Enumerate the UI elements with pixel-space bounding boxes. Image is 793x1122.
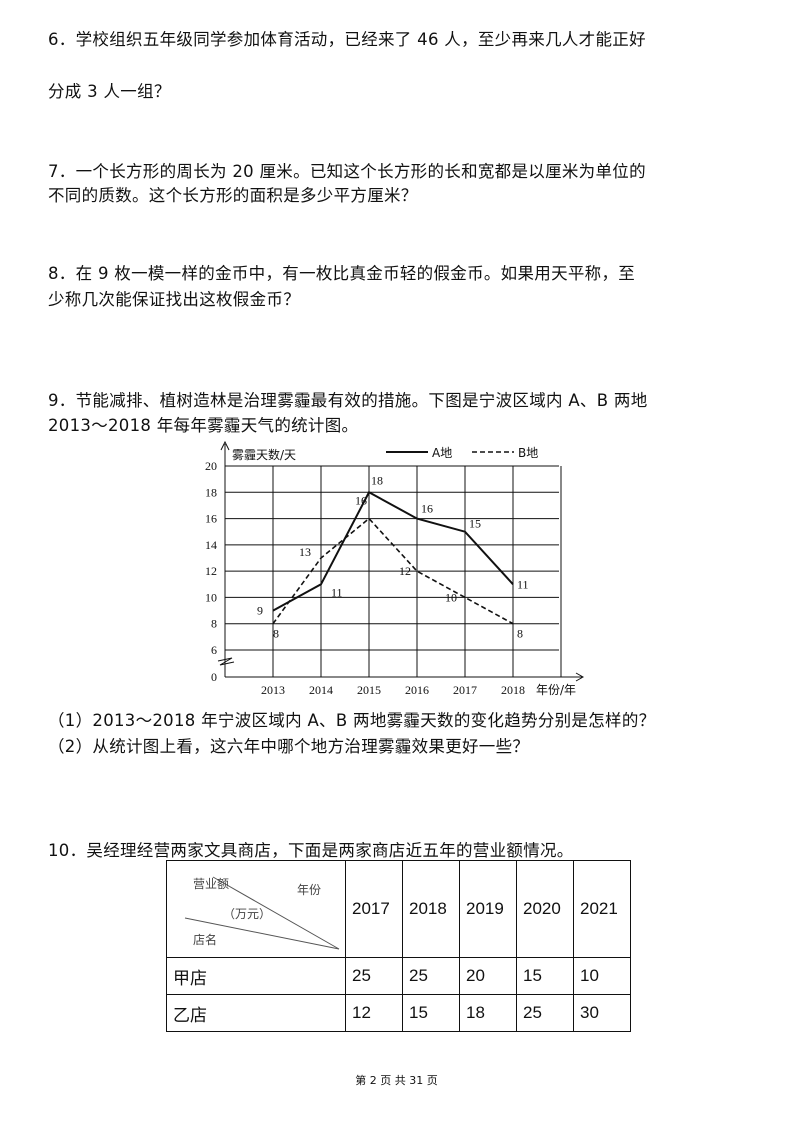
legend-a-label: A地 bbox=[432, 446, 452, 460]
cell: 25 bbox=[345, 957, 403, 995]
axis-break-icon bbox=[217, 657, 235, 666]
data-label-a: 16 bbox=[421, 502, 433, 516]
cell: 15 bbox=[402, 994, 460, 1032]
series-b-line bbox=[272, 517, 514, 625]
q9-sub2: （2）从统计图上看，这六年中哪个地方治理雾霾效果更好一些？ bbox=[48, 737, 530, 756]
x-axis-label: 年份/年 bbox=[536, 683, 576, 697]
data-label-b: 12 bbox=[399, 564, 411, 578]
cell: 12 bbox=[345, 994, 403, 1032]
cell: 30 bbox=[573, 994, 631, 1032]
cell: 15 bbox=[516, 957, 574, 995]
data-label-b: 10 bbox=[445, 590, 457, 604]
store-name: 乙店 bbox=[166, 994, 346, 1032]
corner-sales: 营业额 bbox=[193, 877, 230, 891]
page-footer: 第 2 页 共 31 页 bbox=[355, 1074, 438, 1087]
data-label-b: 16 bbox=[355, 494, 367, 508]
cell: 20 bbox=[459, 957, 517, 995]
y-tick-label: 14 bbox=[205, 538, 217, 552]
year-header: 2021 bbox=[573, 860, 631, 958]
corner-year: 年份 bbox=[297, 883, 322, 897]
q7-line1: 7．一个长方形的周长为 20 厘米。已知这个长方形的长和宽都是以厘米为单位的 bbox=[48, 162, 646, 181]
header-corner-cell: 营业额 年份 （万元） 店名 bbox=[166, 860, 346, 958]
data-label-a: 11 bbox=[517, 577, 529, 591]
q6-line2: 分成 3 人一组？ bbox=[48, 82, 171, 101]
q10-line: 10．吴经理经营两家文具商店，下面是两家商店近五年的营业额情况。 bbox=[48, 841, 574, 860]
year-header: 2018 bbox=[402, 860, 460, 958]
corner-unit: （万元） bbox=[223, 907, 272, 921]
table-row: 甲店 25 25 20 15 10 bbox=[166, 957, 631, 995]
smog-days-line-chart: 0 6 8 10 12 14 16 18 20 2013 2014 2015 2016 2017 2018 雾… bbox=[205, 440, 585, 697]
x-axis-arrow bbox=[575, 672, 585, 682]
y-tick-label: 12 bbox=[205, 564, 217, 578]
legend-b-label: B地 bbox=[518, 446, 538, 460]
store-name: 甲店 bbox=[166, 957, 346, 995]
sales-table: 营业额 年份 （万元） 店名 2017 2018 2019 2020 2021 … bbox=[166, 860, 631, 1032]
x-tick-label: 2018 bbox=[501, 683, 525, 697]
x-tick-label: 2017 bbox=[453, 683, 477, 697]
x-tick-label: 2016 bbox=[405, 683, 429, 697]
data-label-a: 11 bbox=[331, 585, 343, 599]
y-tick-label: 6 bbox=[211, 643, 217, 657]
data-label-a: 15 bbox=[469, 517, 481, 531]
y-tick-label: 10 bbox=[205, 590, 217, 604]
year-header: 2020 bbox=[516, 860, 574, 958]
q6-line1: 6．学校组织五年级同学参加体育活动，已经来了 46 人，至少再来几人才能正好 bbox=[48, 30, 646, 49]
y-tick-label: 0 bbox=[211, 670, 217, 684]
series-a-line bbox=[272, 490, 514, 612]
q9-line2: 2013～2018 年每年雾霾天气的统计图。 bbox=[48, 416, 359, 435]
cell: 10 bbox=[573, 957, 631, 995]
q7-line2: 不同的质数。这个长方形的面积是多少平方厘米？ bbox=[48, 186, 418, 205]
data-label-b: 8 bbox=[517, 627, 523, 641]
cell: 25 bbox=[402, 957, 460, 995]
cell: 18 bbox=[459, 994, 517, 1032]
corner-store: 店名 bbox=[193, 933, 218, 947]
q8-line1: 8．在 9 枚一模一样的金币中，有一枚比真金币轻的假金币。如果用天平称，至 bbox=[48, 264, 636, 283]
data-label-b: 8 bbox=[273, 627, 279, 641]
table-row: 乙店 12 15 18 25 30 bbox=[166, 994, 631, 1032]
x-tick-label: 2015 bbox=[357, 683, 381, 697]
q9-sub1: （1）2013～2018 年宁波区域内 A、B 两地雾霾天数的变化趋势分别是怎样… bbox=[48, 711, 656, 730]
y-axis-arrow bbox=[220, 440, 230, 451]
y-tick-label: 20 bbox=[205, 459, 217, 473]
y-tick-label: 8 bbox=[211, 617, 217, 631]
data-label-a: 18 bbox=[371, 473, 383, 487]
year-header: 2017 bbox=[345, 860, 403, 958]
x-tick-label: 2013 bbox=[261, 683, 285, 697]
q8-line2: 少称几次能保证找出这枚假金币？ bbox=[48, 290, 300, 309]
x-tick-label: 2014 bbox=[309, 683, 333, 697]
year-header: 2019 bbox=[459, 860, 517, 958]
data-label-a: 9 bbox=[257, 604, 263, 618]
y-axis-label: 雾霾天数/天 bbox=[232, 447, 296, 462]
y-tick-label: 16 bbox=[205, 512, 217, 526]
cell: 25 bbox=[516, 994, 574, 1032]
y-tick-label: 18 bbox=[205, 485, 217, 499]
data-label-b: 13 bbox=[299, 545, 311, 559]
q9-line1: 9．节能减排、植树造林是治理雾霾最有效的措施。下图是宁波区域内 A、B 两地 bbox=[48, 391, 648, 410]
